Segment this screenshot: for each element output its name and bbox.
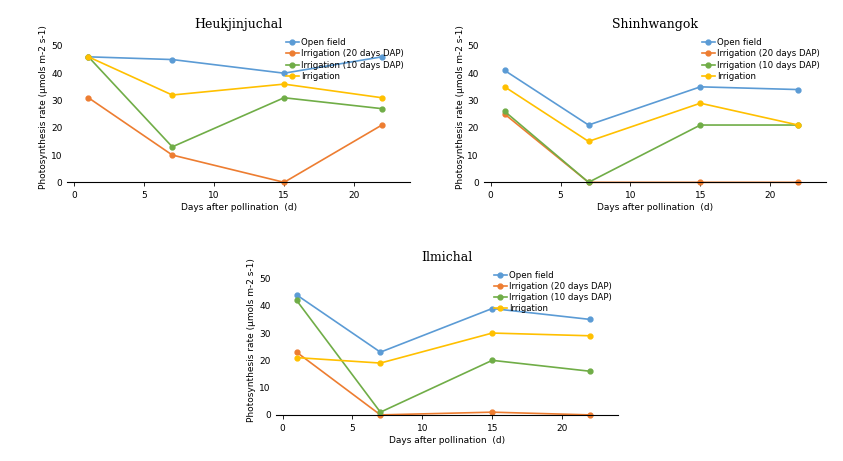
Line: Irrigation (20 days DAP): Irrigation (20 days DAP) xyxy=(294,350,593,417)
Open field xyxy=(487,306,497,311)
Irrigation xyxy=(292,355,302,361)
Line: Irrigation: Irrigation xyxy=(86,54,384,100)
Irrigation xyxy=(167,92,177,98)
Open field xyxy=(377,54,387,59)
Irrigation xyxy=(583,139,593,144)
Irrigation (10 days DAP) xyxy=(585,368,595,374)
Irrigation xyxy=(695,100,706,106)
Irrigation xyxy=(377,95,387,100)
Irrigation (20 days DAP) xyxy=(583,179,593,185)
Open field xyxy=(279,71,289,76)
Open field xyxy=(793,87,803,92)
Line: Irrigation (10 days DAP): Irrigation (10 days DAP) xyxy=(502,109,801,185)
Irrigation xyxy=(585,333,595,338)
Line: Irrigation: Irrigation xyxy=(502,84,801,144)
Legend: Open field, Irrigation (20 days DAP), Irrigation (10 days DAP), Irrigation: Open field, Irrigation (20 days DAP), Ir… xyxy=(284,36,405,83)
Irrigation (10 days DAP) xyxy=(377,106,387,112)
Irrigation (10 days DAP) xyxy=(695,122,706,128)
Irrigation (20 days DAP) xyxy=(695,179,706,185)
Irrigation (10 days DAP) xyxy=(583,179,593,185)
Open field xyxy=(500,68,510,73)
Open field xyxy=(695,84,706,89)
Open field xyxy=(375,349,385,355)
Y-axis label: Photosynthesis rate (μmols m-2 s-1): Photosynthesis rate (μmols m-2 s-1) xyxy=(248,258,256,422)
Irrigation (20 days DAP) xyxy=(292,349,302,355)
Open field xyxy=(167,57,177,62)
Irrigation (20 days DAP) xyxy=(167,152,177,158)
Irrigation (10 days DAP) xyxy=(375,409,385,415)
Irrigation (10 days DAP) xyxy=(487,358,497,363)
Irrigation xyxy=(500,84,510,89)
X-axis label: Days after pollination  (d): Days after pollination (d) xyxy=(180,203,297,212)
Line: Irrigation (10 days DAP): Irrigation (10 days DAP) xyxy=(294,298,593,414)
X-axis label: Days after pollination  (d): Days after pollination (d) xyxy=(597,203,713,212)
Line: Open field: Open field xyxy=(86,54,384,76)
Irrigation (20 days DAP) xyxy=(793,179,803,185)
Irrigation xyxy=(487,330,497,336)
Irrigation (10 days DAP) xyxy=(292,297,302,303)
Irrigation (20 days DAP) xyxy=(375,412,385,418)
Y-axis label: Photosynthesis rate (μmols m-2 s-1): Photosynthesis rate (μmols m-2 s-1) xyxy=(455,25,464,189)
Open field xyxy=(583,122,593,128)
Irrigation xyxy=(375,361,385,366)
Irrigation (10 days DAP) xyxy=(500,109,510,114)
Title: Heukjinjuchal: Heukjinjuchal xyxy=(195,18,282,31)
Title: Shinhwangok: Shinhwangok xyxy=(612,18,698,31)
Line: Irrigation (20 days DAP): Irrigation (20 days DAP) xyxy=(86,95,384,185)
Irrigation (20 days DAP) xyxy=(487,409,497,415)
Irrigation (20 days DAP) xyxy=(377,122,387,128)
Line: Open field: Open field xyxy=(502,68,801,127)
X-axis label: Days after pollination  (d): Days after pollination (d) xyxy=(389,436,505,445)
Line: Irrigation (20 days DAP): Irrigation (20 days DAP) xyxy=(502,112,801,185)
Irrigation (10 days DAP) xyxy=(83,54,94,59)
Irrigation (20 days DAP) xyxy=(83,95,94,100)
Irrigation xyxy=(279,81,289,87)
Line: Irrigation: Irrigation xyxy=(294,331,593,366)
Line: Irrigation (10 days DAP): Irrigation (10 days DAP) xyxy=(86,54,384,149)
Irrigation xyxy=(793,122,803,128)
Open field xyxy=(292,292,302,298)
Open field xyxy=(83,54,94,59)
Irrigation (20 days DAP) xyxy=(500,112,510,117)
Open field xyxy=(585,317,595,322)
Line: Open field: Open field xyxy=(294,292,593,355)
Irrigation xyxy=(83,54,94,59)
Title: Ilmichal: Ilmichal xyxy=(422,251,472,264)
Irrigation (10 days DAP) xyxy=(793,122,803,128)
Legend: Open field, Irrigation (20 days DAP), Irrigation (10 days DAP), Irrigation: Open field, Irrigation (20 days DAP), Ir… xyxy=(492,269,614,315)
Irrigation (20 days DAP) xyxy=(585,412,595,418)
Legend: Open field, Irrigation (20 days DAP), Irrigation (10 days DAP), Irrigation: Open field, Irrigation (20 days DAP), Ir… xyxy=(701,36,822,83)
Irrigation (10 days DAP) xyxy=(279,95,289,100)
Irrigation (20 days DAP) xyxy=(279,179,289,185)
Y-axis label: Photosynthesis rate (μmols m-2 s-1): Photosynthesis rate (μmols m-2 s-1) xyxy=(40,25,48,189)
Irrigation (10 days DAP) xyxy=(167,144,177,150)
